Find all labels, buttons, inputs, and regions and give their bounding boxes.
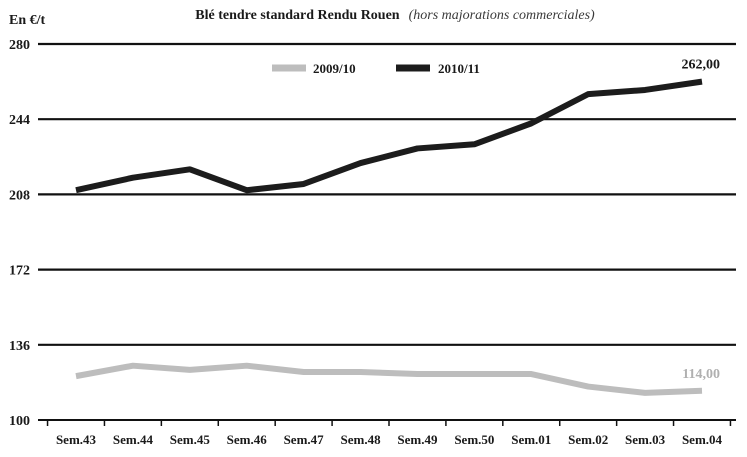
y-tick-label: 280 bbox=[9, 38, 30, 53]
chart-subtitle: (hors majorations commerciales) bbox=[409, 8, 595, 23]
y-tick-label: 244 bbox=[9, 113, 30, 128]
series-line-1 bbox=[75, 78, 703, 194]
x-tick-label: Sem.02 bbox=[568, 432, 608, 447]
chart-title-main: Blé tendre standard Rendu Rouen bbox=[195, 8, 400, 23]
series-line-0 bbox=[75, 362, 703, 396]
y-tick-label: 172 bbox=[9, 264, 30, 279]
x-tick-label: Sem.47 bbox=[284, 432, 325, 447]
legend-label-1: 2010/11 bbox=[438, 61, 480, 76]
x-tick-label: Sem.03 bbox=[625, 432, 666, 447]
x-tick-label: Sem.50 bbox=[454, 432, 494, 447]
x-tick-label: Sem.45 bbox=[170, 432, 211, 447]
grid-lines bbox=[38, 42, 736, 421]
x-tick-label: Sem.04 bbox=[682, 432, 723, 447]
x-axis-ticks: Sem.43 Sem.44 Sem.45 Sem.46 Sem.47 Sem.48 Sem.… bbox=[46, 420, 732, 447]
x-tick-label: Sem.01 bbox=[511, 432, 551, 447]
x-tick-label: Sem.46 bbox=[227, 432, 268, 447]
y-tick-label: 136 bbox=[9, 339, 30, 354]
y-axis-ticks: 280 244 208 172 136 100 bbox=[9, 38, 30, 429]
end-value-label-0: 114,00 bbox=[682, 367, 720, 382]
legend: 2009/10 2010/11 bbox=[272, 61, 480, 76]
chart-title: Blé tendre standard Rendu Rouen (hors ma… bbox=[195, 6, 595, 23]
legend-label-0: 2009/10 bbox=[313, 61, 356, 76]
x-tick-label: Sem.49 bbox=[397, 432, 438, 447]
series-lines bbox=[75, 78, 703, 396]
x-tick-label: Sem.48 bbox=[340, 432, 381, 447]
x-tick-label: Sem.44 bbox=[113, 432, 154, 447]
end-labels: 114,00 262,00 bbox=[682, 58, 721, 382]
x-tick-label: Sem.43 bbox=[56, 432, 97, 447]
y-tick-label: 100 bbox=[9, 414, 30, 429]
end-value-label-1: 262,00 bbox=[682, 58, 721, 73]
y-axis-unit: En €/t bbox=[9, 13, 46, 28]
y-tick-label: 208 bbox=[9, 188, 30, 203]
